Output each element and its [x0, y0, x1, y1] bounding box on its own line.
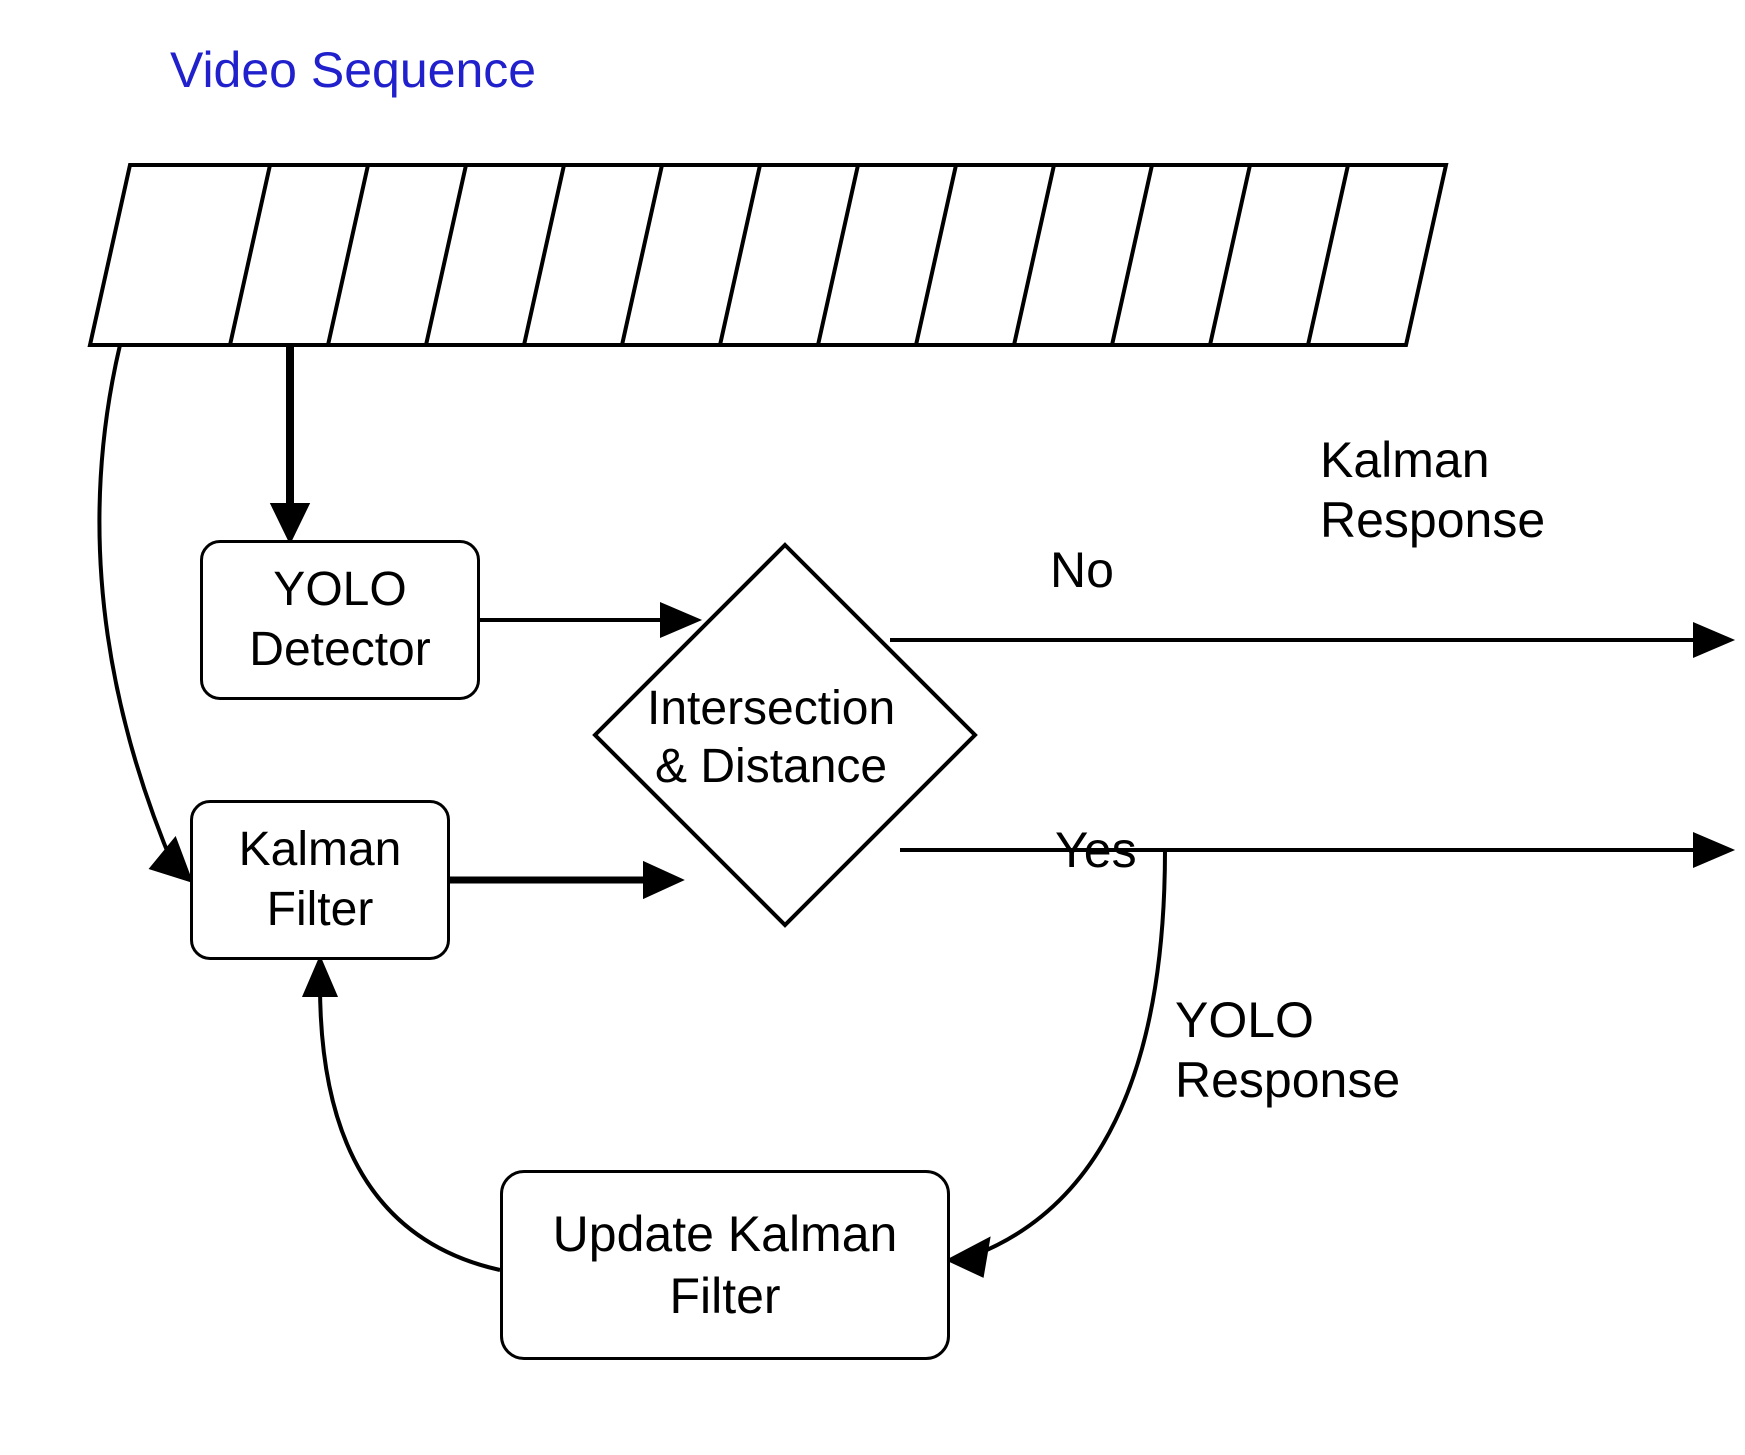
node-decision-label: Intersection & Distance — [647, 680, 895, 795]
node-kalman-filter: Kalman Filter — [190, 800, 450, 960]
node-update-kalman: Update Kalman Filter — [500, 1170, 950, 1360]
node-label: YOLO Detector — [203, 560, 477, 680]
node-yolo-detector: YOLO Detector — [200, 540, 480, 700]
output-yolo-response: YOLO Response — [1175, 990, 1400, 1110]
edge-label-no: No — [1050, 540, 1114, 600]
diagram-title: Video Sequence — [170, 40, 536, 100]
node-label: Kalman Filter — [193, 820, 447, 940]
output-kalman-response: Kalman Response — [1320, 430, 1545, 550]
edge-label-yes: Yes — [1055, 820, 1137, 880]
flowchart-diagram: Video Sequence — [0, 0, 1745, 1455]
node-label: Update Kalman Filter — [503, 1203, 947, 1328]
